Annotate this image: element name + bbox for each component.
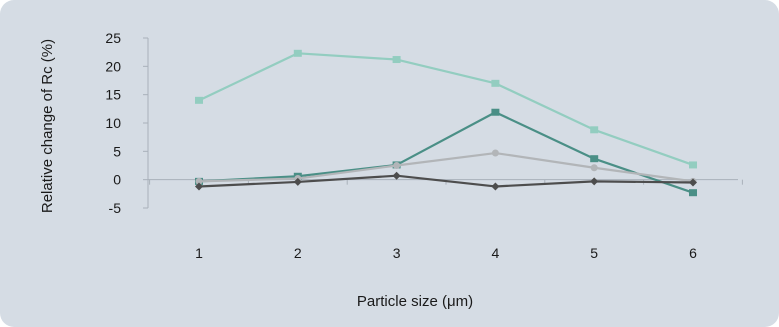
x-tick-label: 6 (689, 245, 697, 261)
y-axis-label: Relative change of Rc (%) (39, 39, 56, 213)
data-point (590, 126, 599, 134)
x-tick-label: 2 (294, 245, 302, 261)
data-point (590, 177, 599, 186)
data-point (590, 155, 599, 163)
data-point (689, 189, 697, 197)
y-tick-label: 5 (113, 143, 121, 159)
data-point (393, 162, 401, 169)
x-axis-label: Particle size (μm) (357, 293, 473, 310)
data-point (392, 171, 401, 180)
series-line (198, 174, 694, 188)
x-tick-label: 1 (195, 245, 203, 261)
data-point (491, 149, 499, 157)
data-point (293, 49, 302, 57)
data-point (491, 79, 500, 87)
data-point (195, 177, 203, 185)
y-tick-label: 0 (113, 172, 121, 188)
y-tick-label: 20 (105, 58, 121, 74)
x-tick-label: 4 (492, 245, 500, 261)
y-tick-label: 10 (105, 115, 121, 131)
x-tick-label: 5 (590, 245, 598, 261)
y-tick-label: 15 (105, 87, 121, 103)
series-line (198, 52, 694, 166)
x-tick-label: 3 (393, 245, 401, 261)
data-point (590, 164, 598, 172)
series-1 (195, 49, 697, 169)
series-line (198, 151, 694, 183)
y-tick-label: -5 (109, 200, 122, 216)
data-point (689, 178, 697, 187)
series-4 (195, 171, 697, 191)
y-tick-labels: 25 20 15 10 5 0 -5 (105, 30, 121, 216)
data-point (689, 161, 697, 169)
data-point (293, 177, 302, 186)
y-tick-label: 25 (105, 30, 121, 46)
data-point (491, 108, 500, 116)
series-line (198, 111, 694, 194)
data-point (195, 182, 203, 191)
data-point (491, 182, 500, 191)
x-tick-labels: 1 2 3 4 5 6 (195, 245, 697, 261)
data-point (392, 56, 401, 64)
data-point (195, 96, 203, 104)
series-layer (195, 49, 697, 197)
